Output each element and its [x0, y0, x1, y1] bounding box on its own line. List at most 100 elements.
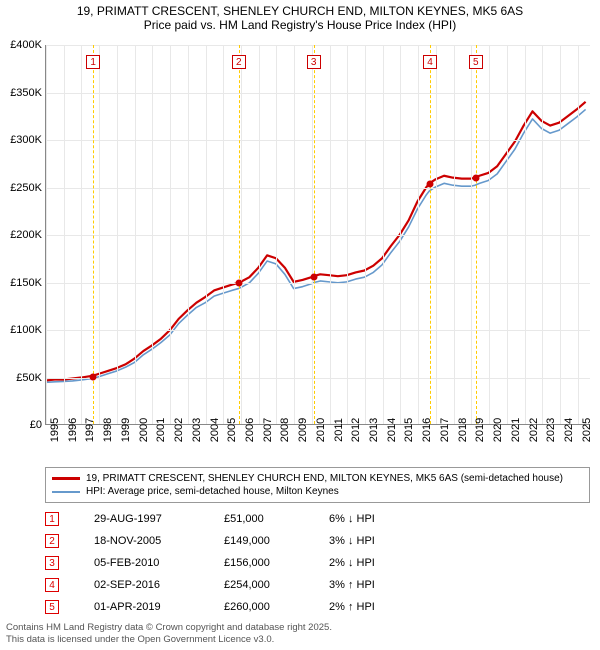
event-price: £149,000: [224, 535, 329, 547]
x-axis-label: 2008: [279, 418, 291, 442]
event-num-box: 2: [45, 534, 59, 548]
event-marker-line: [314, 45, 315, 424]
legend-item: 19, PRIMATT CRESCENT, SHENLEY CHURCH END…: [52, 472, 583, 485]
gridline-v: [578, 45, 579, 424]
gridline-v: [365, 45, 366, 424]
x-axis-label: 1995: [49, 418, 61, 442]
gridline-v: [418, 45, 419, 424]
event-price: £260,000: [224, 601, 329, 613]
event-marker-dot: [427, 180, 434, 187]
event-price: £51,000: [224, 513, 329, 525]
event-change: 3% ↓ HPI: [329, 535, 409, 547]
gridline-v: [64, 45, 65, 424]
gridline-h: [46, 330, 590, 331]
event-marker-box: 2: [232, 55, 246, 69]
event-date: 02-SEP-2016: [94, 579, 224, 591]
legend-item: HPI: Average price, semi-detached house,…: [52, 485, 583, 498]
gridline-h: [46, 45, 590, 46]
x-axis-label: 2011: [333, 418, 345, 442]
chart-plot-area: 12345: [45, 45, 590, 425]
title-line-2: Price paid vs. HM Land Registry's House …: [10, 18, 590, 32]
event-row: 501-APR-2019£260,0002% ↑ HPI: [45, 598, 590, 620]
event-change: 2% ↓ HPI: [329, 557, 409, 569]
gridline-h: [46, 235, 590, 236]
y-axis-label: £300K: [0, 134, 42, 146]
x-axis-label: 2023: [545, 418, 557, 442]
x-axis-label: 2022: [528, 418, 540, 442]
gridline-v: [383, 45, 384, 424]
gridline-v: [241, 45, 242, 424]
event-marker-line: [239, 45, 240, 424]
gridline-v: [259, 45, 260, 424]
event-date: 05-FEB-2010: [94, 557, 224, 569]
event-row: 3 05-FEB-2010£156,0002% ↓ HPI: [45, 554, 590, 576]
y-axis-label: £350K: [0, 87, 42, 99]
event-num-box: 3: [45, 556, 59, 570]
x-axis-label: 2014: [386, 418, 398, 442]
x-axis-label: 2012: [350, 418, 362, 442]
event-marker-box: 4: [423, 55, 437, 69]
footer: Contains HM Land Registry data © Crown c…: [6, 622, 332, 646]
event-date: 29-AUG-1997: [94, 513, 224, 525]
event-marker-box: 5: [469, 55, 483, 69]
x-axis-label: 2006: [244, 418, 256, 442]
legend-label: 19, PRIMATT CRESCENT, SHENLEY CHURCH END…: [86, 473, 563, 484]
legend-label: HPI: Average price, semi-detached house,…: [86, 486, 339, 497]
event-marker-box: 3: [307, 55, 321, 69]
x-axis-label: 2005: [226, 418, 238, 442]
gridline-h: [46, 140, 590, 141]
event-num-box: 4: [45, 578, 59, 592]
gridline-v: [99, 45, 100, 424]
chart-title: 19, PRIMATT CRESCENT, SHENLEY CHURCH END…: [0, 0, 600, 34]
event-num-box: 5: [45, 600, 59, 614]
series-line: [46, 102, 586, 381]
gridline-h: [46, 188, 590, 189]
x-axis-label: 2002: [173, 418, 185, 442]
gridline-v: [135, 45, 136, 424]
gridline-v: [347, 45, 348, 424]
x-axis-label: 2017: [439, 418, 451, 442]
title-line-1: 19, PRIMATT CRESCENT, SHENLEY CHURCH END…: [10, 4, 590, 18]
x-axis-label: 1997: [84, 418, 96, 442]
event-price: £156,000: [224, 557, 329, 569]
gridline-v: [400, 45, 401, 424]
gridline-v: [46, 45, 47, 424]
gridline-v: [507, 45, 508, 424]
y-axis-label: £250K: [0, 182, 42, 194]
gridline-v: [542, 45, 543, 424]
x-axis-label: 1999: [120, 418, 132, 442]
legend-swatch: [52, 491, 80, 493]
x-axis-label: 2020: [492, 418, 504, 442]
y-axis-label: £100K: [0, 324, 42, 336]
legend-swatch: [52, 477, 80, 480]
x-axis-label: 2010: [315, 418, 327, 442]
x-axis-label: 2025: [581, 418, 593, 442]
x-axis-label: 2013: [368, 418, 380, 442]
event-change: 6% ↓ HPI: [329, 513, 409, 525]
x-axis-label: 1998: [102, 418, 114, 442]
x-axis-label: 2024: [563, 418, 575, 442]
gridline-v: [294, 45, 295, 424]
x-axis-label: 1996: [67, 418, 79, 442]
event-change: 3% ↑ HPI: [329, 579, 409, 591]
gridline-v: [152, 45, 153, 424]
y-axis-label: £400K: [0, 39, 42, 51]
footer-line-2: This data is licensed under the Open Gov…: [6, 634, 332, 646]
x-axis-label: 2001: [155, 418, 167, 442]
event-marker-line: [430, 45, 431, 424]
x-axis-label: 2018: [457, 418, 469, 442]
legend: 19, PRIMATT CRESCENT, SHENLEY CHURCH END…: [45, 467, 590, 503]
footer-line-1: Contains HM Land Registry data © Crown c…: [6, 622, 332, 634]
event-marker-dot: [310, 273, 317, 280]
series-line: [46, 109, 586, 382]
x-axis-label: 2015: [403, 418, 415, 442]
gridline-v: [560, 45, 561, 424]
y-axis-label: £150K: [0, 277, 42, 289]
event-marker-dot: [90, 373, 97, 380]
gridline-v: [117, 45, 118, 424]
y-axis-label: £200K: [0, 229, 42, 241]
gridline-v: [471, 45, 472, 424]
event-num-box: 1: [45, 512, 59, 526]
gridline-h: [46, 378, 590, 379]
event-marker-dot: [235, 280, 242, 287]
